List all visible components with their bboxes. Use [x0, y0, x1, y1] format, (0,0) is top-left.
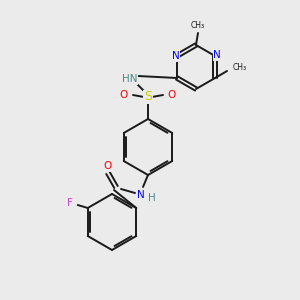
- Text: F: F: [67, 198, 73, 208]
- Text: CH₃: CH₃: [233, 62, 247, 71]
- Text: CH₃: CH₃: [191, 20, 205, 29]
- Text: N: N: [172, 51, 180, 61]
- Text: O: O: [103, 161, 111, 171]
- Text: HN: HN: [122, 74, 138, 84]
- Text: O: O: [168, 90, 176, 100]
- Text: H: H: [148, 193, 156, 203]
- Text: O: O: [120, 90, 128, 100]
- Text: S: S: [144, 91, 152, 103]
- Text: N: N: [137, 190, 145, 200]
- Text: N: N: [213, 50, 221, 60]
